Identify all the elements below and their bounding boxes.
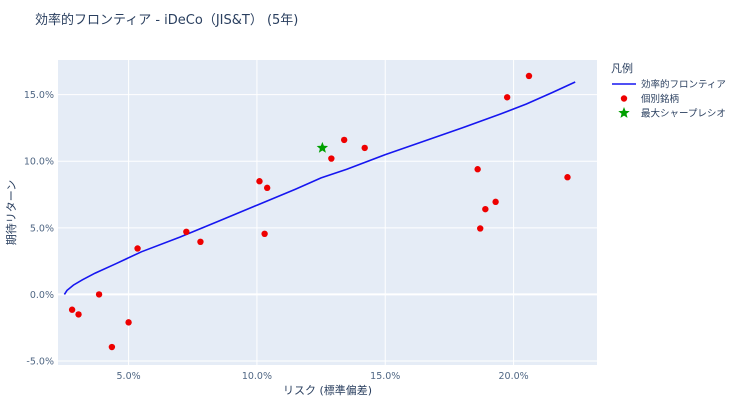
asset-point <box>256 178 263 185</box>
asset-point <box>183 228 190 236</box>
asset-point <box>75 311 82 318</box>
asset-point <box>68 306 76 313</box>
asset-point <box>492 198 499 206</box>
asset-point <box>564 174 571 181</box>
y-axis-ticks: -5.0% 0.0% 5.0% 10.0% 15.0% <box>24 90 54 367</box>
asset-point <box>525 72 533 80</box>
asset-point <box>328 155 335 162</box>
y-tick-label: 5.0% <box>30 223 54 234</box>
asset-point <box>340 136 348 144</box>
asset-point <box>95 291 103 298</box>
legend-title: 凡例 <box>611 61 633 75</box>
max-sharpe-star <box>316 141 329 153</box>
x-tick-label: 20.0% <box>498 371 528 382</box>
legend-entry-label: 個別銘柄 <box>641 93 679 105</box>
asset-point <box>477 225 484 232</box>
asset-point <box>503 94 511 101</box>
legend-entry-label: 最大シャープレシオ <box>641 108 726 120</box>
y-tick-label: 0.0% <box>30 290 54 301</box>
asset-point <box>261 230 268 238</box>
asset-point <box>361 144 368 152</box>
y-tick-label: 10.0% <box>24 157 54 168</box>
points-layer <box>68 72 571 351</box>
plot-background <box>58 60 597 365</box>
asset-point <box>482 205 489 213</box>
legend-circle-swatch <box>620 95 628 102</box>
asset-point <box>108 343 116 351</box>
efficient-frontier-line <box>63 81 576 295</box>
chart-title: 効率的フロンティア - iDeCo（JIS&T） (5年) <box>35 12 298 28</box>
x-tick-label: 10.0% <box>242 371 272 382</box>
asset-point <box>134 245 141 252</box>
x-tick-label: 5.0% <box>117 371 141 382</box>
y-axis-label: 期待リターン <box>4 180 18 245</box>
x-axis-ticks: 5.0% 10.0% 15.0% 20.0% <box>117 371 529 382</box>
x-axis-label: リスク (標準偏差) <box>283 383 372 397</box>
legend-star-swatch <box>618 107 630 118</box>
asset-point <box>125 319 132 326</box>
y-tick-label: -5.0% <box>26 357 54 368</box>
asset-point <box>474 166 481 173</box>
y-tick-label: 15.0% <box>24 90 54 101</box>
asset-point <box>197 238 204 246</box>
x-tick-label: 15.0% <box>370 371 400 382</box>
asset-point <box>263 184 271 192</box>
legend-entry-label: 効率的フロンティア <box>641 79 726 91</box>
frontier-line-layer <box>63 81 576 295</box>
